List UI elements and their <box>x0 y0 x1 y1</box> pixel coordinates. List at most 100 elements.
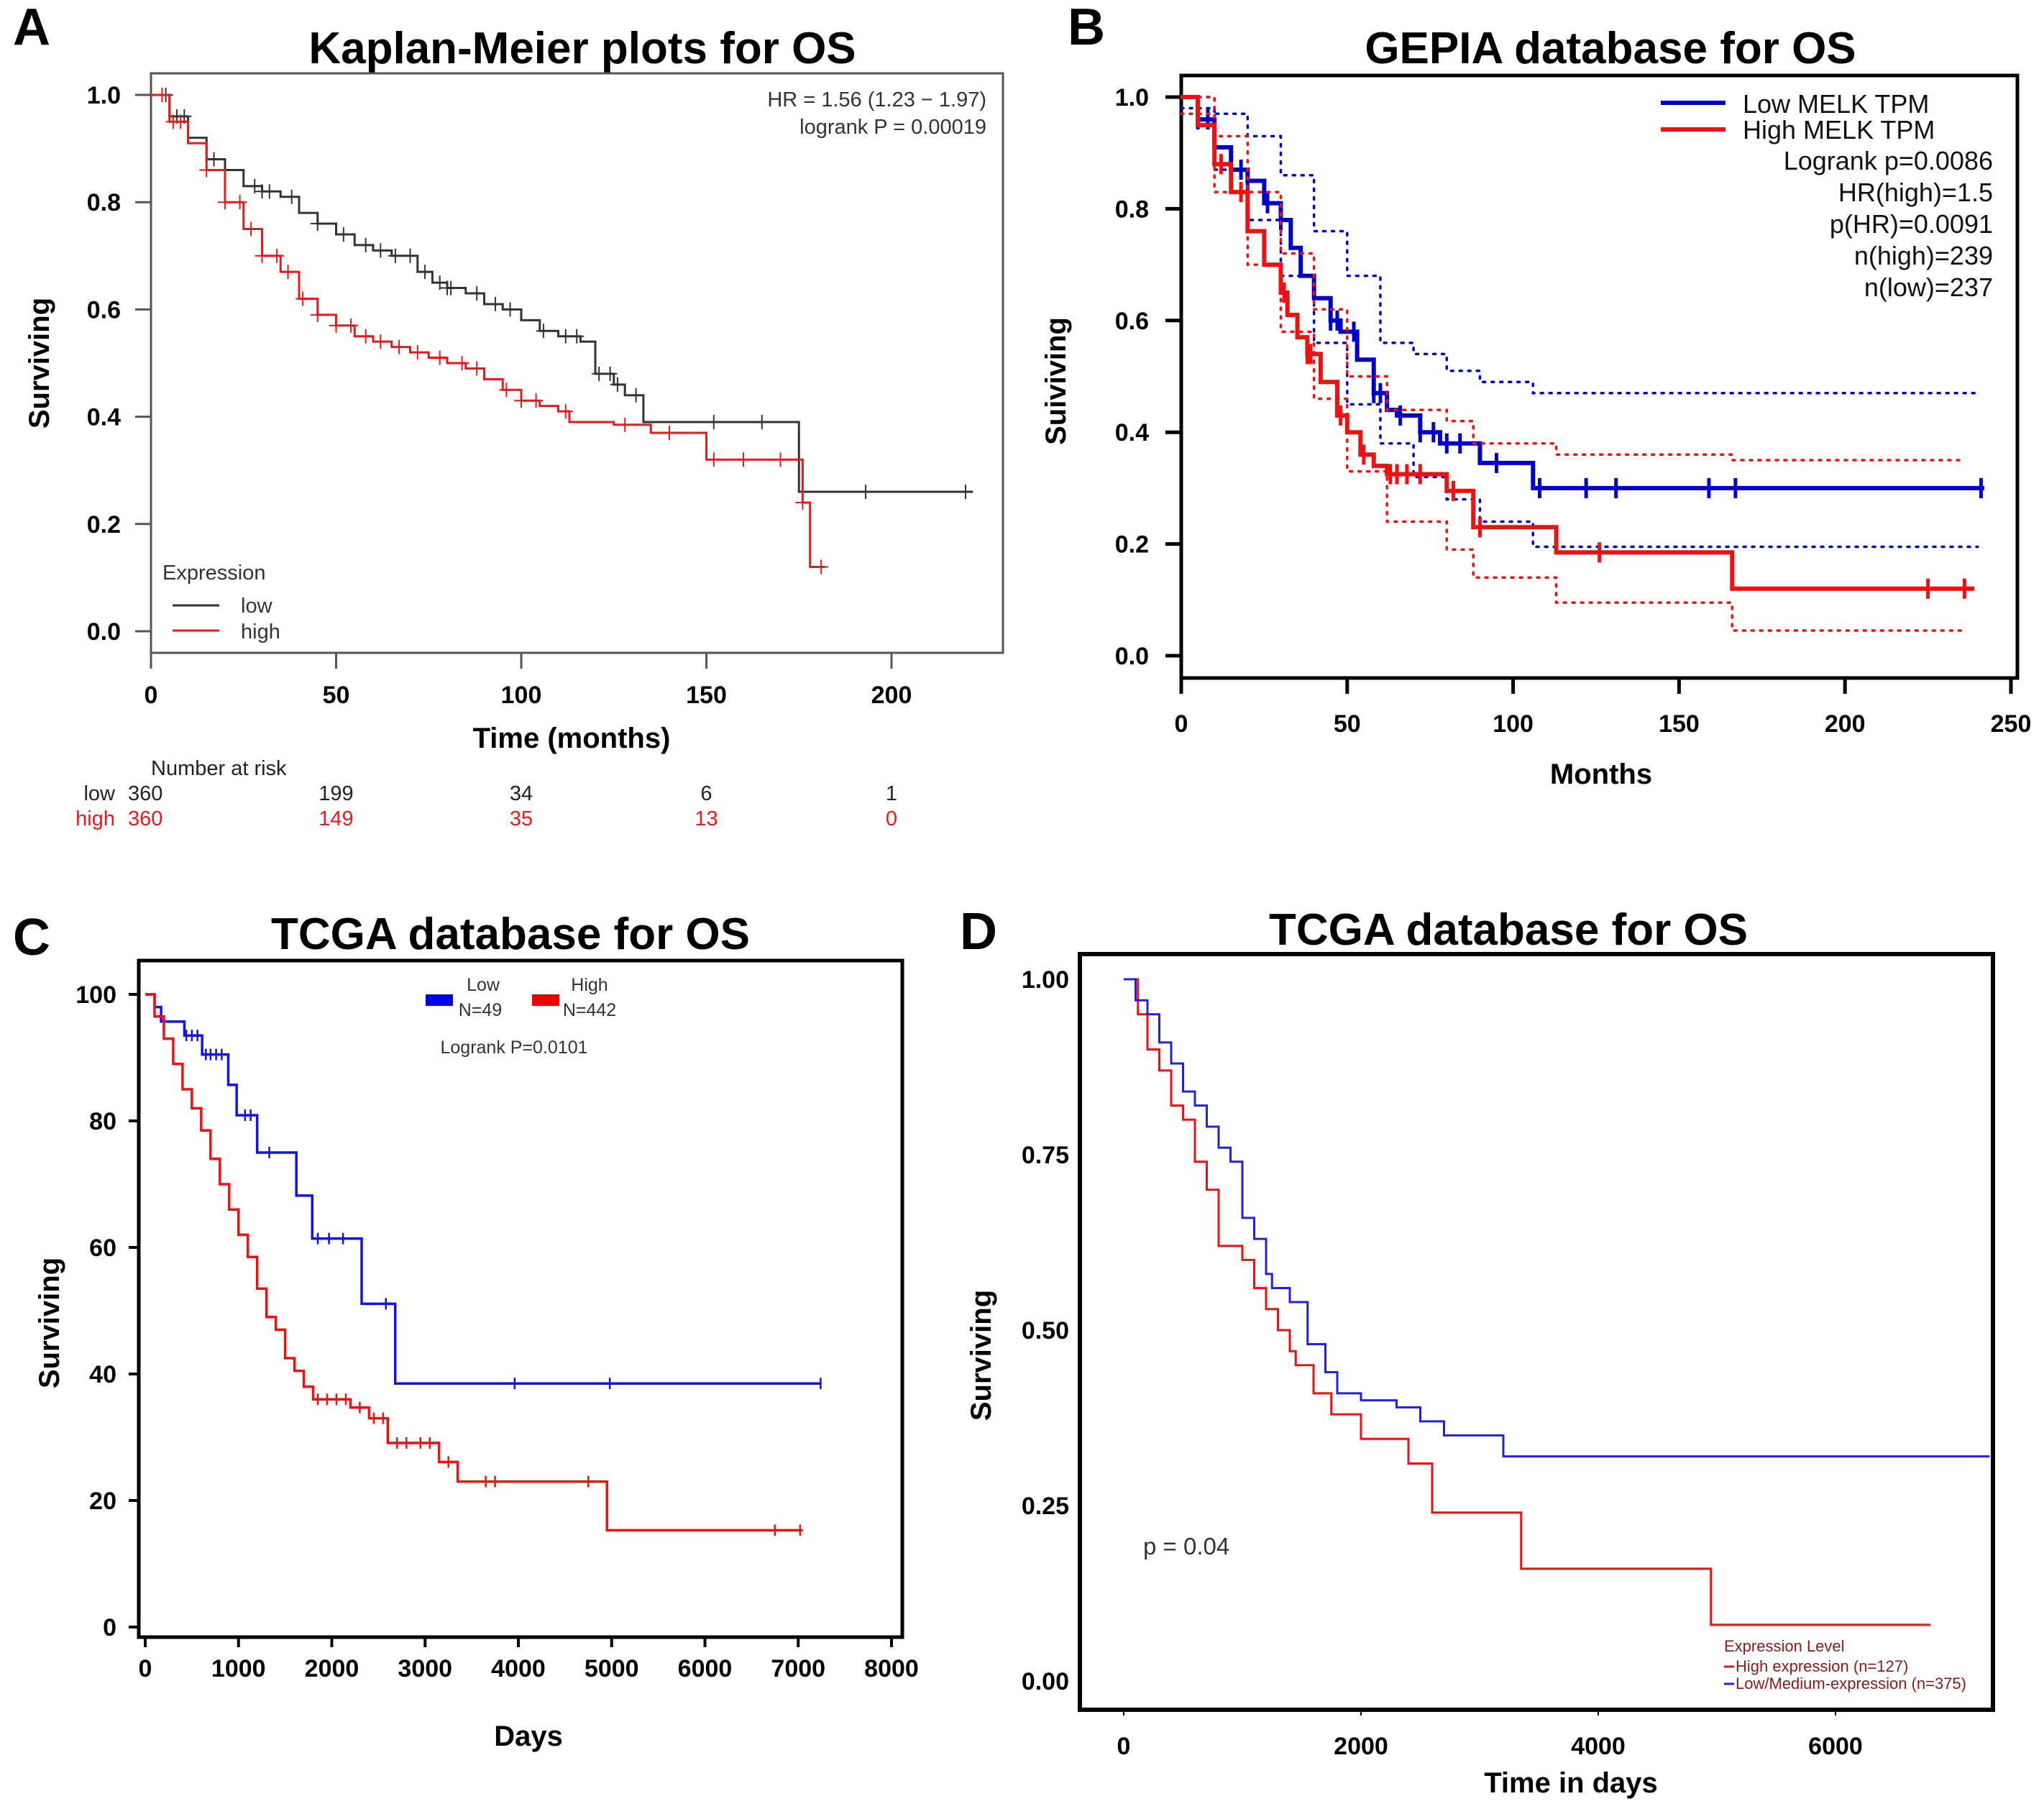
x-tick-label: 0 <box>1175 710 1188 738</box>
panel-a-y-label: Surviving <box>24 298 55 429</box>
x-tick-label: 200 <box>1825 710 1866 738</box>
y-tick-label: 1.0 <box>1115 84 1149 111</box>
panel-d-title: TCGA database for OS <box>1269 905 1748 955</box>
panel-a: A Kaplan-Meier plots for OS 0.0 0.2 0.4 0.6… <box>13 0 1004 830</box>
y-tick-label: 1.00 <box>1022 966 1069 994</box>
risk-value: 149 <box>318 807 353 830</box>
y-tick-label: 0.50 <box>1022 1317 1069 1345</box>
x-tick-label: 4000 <box>1571 1733 1626 1760</box>
legend-swatch-low-tcga <box>426 994 453 1006</box>
panel-c-curves <box>145 993 822 1536</box>
risk-row-label: high <box>75 807 115 830</box>
x-tick-label: 0 <box>139 1655 152 1682</box>
panel-b-n-low: n(low)=237 <box>1864 272 1993 302</box>
panel-b-frame <box>1179 73 2020 680</box>
x-tick-label: 7000 <box>771 1655 825 1682</box>
y-tick-label: 0.4 <box>1115 419 1149 446</box>
y-tick-label: 0.6 <box>1115 308 1149 335</box>
panel-a-x-label: Time (months) <box>473 723 671 754</box>
panel-b-hr: HR(high)=1.5 <box>1838 178 1993 207</box>
panel-b-legend: Low MELK TPM High MELK TPM Logrank p=0.0… <box>1661 89 1993 302</box>
panel-c: C TCGA database for OS 0 20 40 60 80 100 0 100… <box>13 909 919 1752</box>
panel-b-title: GEPIA database for OS <box>1365 24 1856 73</box>
x-tick-label: 4000 <box>491 1655 546 1682</box>
series-line-high <box>151 93 825 568</box>
legend-swatch-high-tcga <box>532 994 559 1006</box>
legend-label-high-expr: High expression (n=127) <box>1736 1657 1908 1675</box>
risk-value: 35 <box>510 807 533 830</box>
legend-label-low-expr: Low/Medium-expression (n=375) <box>1736 1675 1966 1692</box>
panel-a-y-axis: 0.0 0.2 0.4 0.6 0.8 1.0 <box>87 82 151 646</box>
x-tick-label: 250 <box>1991 710 2032 738</box>
x-tick-label: 50 <box>323 682 350 709</box>
risk-value: 0 <box>886 807 897 830</box>
y-tick-label: 0.2 <box>87 511 121 539</box>
x-tick-label: 100 <box>1493 710 1534 738</box>
panel-c-y-label: Surviving <box>34 1258 65 1388</box>
series-line-low <box>151 93 973 493</box>
x-tick-label: 5000 <box>585 1655 639 1682</box>
y-tick-label: 100 <box>75 981 116 1009</box>
panel-b-y-label: Suiviving <box>1040 317 1072 445</box>
panel-a-hr-annotation: HR = 1.56 (1.23 − 1.97) <box>767 88 986 111</box>
panel-c-y-axis: 0 20 40 60 80 100 <box>75 981 139 1641</box>
panel-a-curves <box>151 88 973 574</box>
x-tick-label: 150 <box>686 682 727 709</box>
risk-value: 13 <box>695 807 718 830</box>
y-tick-label: 0 <box>103 1614 116 1641</box>
series-line-high <box>145 993 803 1532</box>
risk-value: 360 <box>128 782 162 805</box>
risk-value: 360 <box>128 807 162 830</box>
y-tick-label: 0.25 <box>1022 1493 1069 1520</box>
panel-c-legend: Low N=49 High N=442 Logrank P=0.0101 <box>426 975 616 1058</box>
panel-c-x-axis: 0 1000 2000 3000 4000 5000 6000 7000 8000 <box>139 1637 919 1682</box>
y-tick-label: 20 <box>89 1488 116 1515</box>
panel-d-x-label: Time in days <box>1484 1767 1658 1799</box>
legend-label-high: high <box>241 620 280 643</box>
y-tick-label: 0.4 <box>87 404 121 431</box>
panel-a-legend: Expression low high <box>162 562 280 643</box>
risk-value: 199 <box>318 782 353 805</box>
panel-b-logrank: Logrank p=0.0086 <box>1784 146 1993 175</box>
panel-a-title: Kaplan-Meier plots for OS <box>308 24 856 73</box>
panel-d-curves <box>1124 978 1990 1626</box>
panel-b-p-hr: p(HR)=0.0091 <box>1830 209 1993 239</box>
y-tick-label: 40 <box>89 1361 116 1388</box>
series-line-high-expression-n-127- <box>1124 978 1930 1626</box>
panel-d-y-label: Surviving <box>966 1290 997 1421</box>
y-tick-label: 0.75 <box>1022 1142 1069 1169</box>
legend-n-high-tcga: N=442 <box>563 1000 616 1020</box>
panel-b: B GEPIA database for OS 0.0 0.2 0.4 0.6 0.8 1… <box>1040 0 2031 790</box>
panel-d-x-axis: 0 2000 4000 6000 <box>1117 1710 1863 1760</box>
risk-row-label: low <box>83 782 116 805</box>
legend-label-low-tcga: Low <box>467 975 500 995</box>
y-tick-label: 0.6 <box>87 296 121 324</box>
legend-label-high-melk: High MELK TPM <box>1743 115 1935 145</box>
series-line-low-medium-expression-n-375- <box>1124 978 1990 1458</box>
x-tick-label: 1000 <box>211 1655 266 1682</box>
x-tick-label: 0 <box>1117 1733 1131 1760</box>
panel-a-pvalue-annotation: logrank P = 0.00019 <box>799 116 986 139</box>
y-tick-label: 1.0 <box>87 82 121 109</box>
x-tick-label: 3000 <box>398 1655 452 1682</box>
panel-c-x-label: Days <box>494 1721 563 1752</box>
x-tick-label: 8000 <box>864 1655 919 1682</box>
x-tick-label: 6000 <box>1808 1733 1863 1760</box>
y-tick-label: 0.00 <box>1022 1668 1069 1695</box>
y-tick-label: 60 <box>89 1234 116 1262</box>
panel-b-x-axis: 0 50 100 150 200 250 <box>1175 678 2032 738</box>
legend-label-high-tcga: High <box>571 975 608 995</box>
panel-b-x-label: Months <box>1550 759 1652 790</box>
series-line-low <box>145 993 822 1385</box>
panel-d-legend: Expression Level High expression (n=127)… <box>1724 1637 1966 1692</box>
series-ci-upper-1 <box>1180 96 1963 462</box>
legend-label-low-melk: Low MELK TPM <box>1743 89 1929 119</box>
risk-value: 34 <box>510 782 533 805</box>
panel-c-frame <box>137 958 904 1639</box>
panel-a-frame <box>150 72 1004 654</box>
legend-label-low: low <box>241 595 273 618</box>
panel-letter-c: C <box>13 909 50 966</box>
panel-d-legend-title: Expression Level <box>1724 1637 1845 1655</box>
risk-value: 6 <box>700 782 712 805</box>
